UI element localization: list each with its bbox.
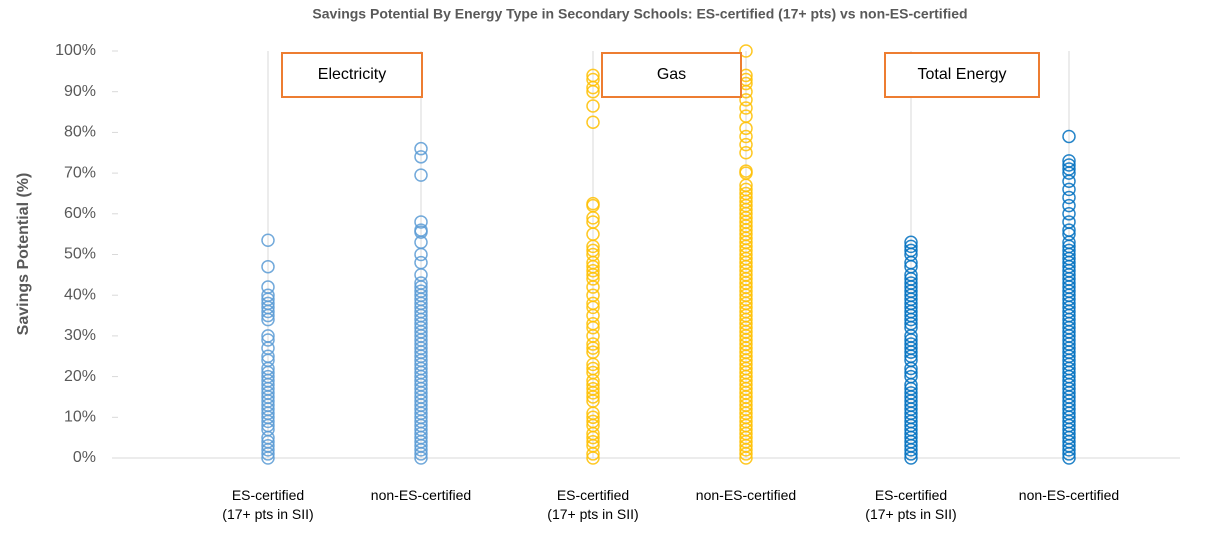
x-tick-label: non-ES-certified — [370, 487, 472, 503]
point — [586, 99, 600, 113]
point — [414, 443, 428, 457]
annotation: Total Energy — [884, 52, 1040, 98]
y-tick-label: 90% — [64, 83, 96, 100]
point — [586, 410, 600, 425]
y-tick-label: 50% — [64, 246, 96, 263]
point — [586, 300, 600, 315]
point — [586, 447, 600, 461]
point — [414, 168, 428, 182]
point — [739, 101, 753, 115]
point — [586, 430, 600, 445]
y-axis-label: Savings Potential (%) — [15, 173, 32, 336]
point — [739, 451, 753, 465]
point — [261, 308, 275, 323]
point — [739, 146, 753, 160]
y-tick-label: 80% — [64, 124, 96, 141]
point — [586, 337, 600, 351]
point — [586, 80, 600, 95]
point — [1062, 190, 1076, 205]
y-tick-label: 20% — [64, 368, 96, 385]
point — [586, 357, 600, 372]
y-tick-label: 30% — [64, 327, 96, 344]
point — [1062, 182, 1076, 197]
point — [261, 447, 275, 461]
x-tick-label: non-ES-certified — [695, 487, 797, 503]
point — [904, 239, 918, 254]
point — [586, 239, 600, 254]
annotation: Gas — [601, 52, 742, 98]
point — [739, 137, 753, 152]
point — [739, 93, 753, 107]
point — [586, 341, 600, 355]
x-tick-label: ES-certified (17+ pts in SII) — [865, 487, 957, 522]
x-tick-label: ES-certified (17+ pts in SII) — [547, 487, 639, 522]
point — [904, 443, 918, 457]
point — [414, 215, 428, 229]
y-tick-label: 60% — [64, 205, 96, 222]
x-tick-label: non-ES-certified — [1018, 487, 1120, 503]
point — [586, 390, 600, 404]
point — [261, 414, 275, 429]
point — [586, 280, 600, 294]
point — [904, 312, 918, 327]
point — [1062, 447, 1076, 461]
y-tick-label: 100% — [55, 42, 96, 59]
point — [414, 150, 428, 164]
y-tick-label: 10% — [64, 409, 96, 426]
point — [586, 451, 600, 465]
point — [261, 333, 275, 347]
point — [586, 211, 600, 225]
point — [1062, 129, 1076, 144]
point — [1062, 174, 1076, 188]
annotation: Electricity — [281, 52, 423, 98]
point — [904, 451, 918, 465]
point — [261, 312, 275, 327]
point — [904, 361, 918, 376]
chart-title: Savings Potential By Energy Type in Seco… — [312, 6, 967, 22]
point — [1062, 207, 1076, 221]
point — [414, 141, 428, 156]
point — [739, 129, 753, 144]
point — [1062, 166, 1076, 180]
point — [586, 321, 600, 335]
point — [261, 259, 275, 274]
point — [414, 225, 428, 239]
y-tick-label: 70% — [64, 164, 96, 181]
point — [739, 44, 753, 58]
point — [586, 84, 600, 99]
point — [261, 233, 275, 248]
point — [586, 272, 600, 286]
x-tick-label: ES-certified (17+ pts in SII) — [222, 487, 314, 522]
point — [739, 121, 753, 136]
point — [739, 447, 753, 461]
y-tick-label: 40% — [64, 286, 96, 303]
point — [1062, 443, 1076, 457]
point — [261, 451, 275, 465]
point — [904, 345, 918, 359]
point — [586, 386, 600, 400]
point — [904, 447, 918, 461]
point — [1062, 158, 1076, 172]
point — [261, 443, 275, 457]
point — [739, 443, 753, 457]
point — [414, 447, 428, 461]
point — [1062, 451, 1076, 465]
point — [261, 304, 275, 319]
point — [1062, 198, 1076, 213]
point — [414, 451, 428, 465]
y-tick-label: 0% — [73, 449, 96, 466]
point — [586, 264, 600, 278]
point — [586, 115, 600, 129]
point — [414, 247, 428, 262]
